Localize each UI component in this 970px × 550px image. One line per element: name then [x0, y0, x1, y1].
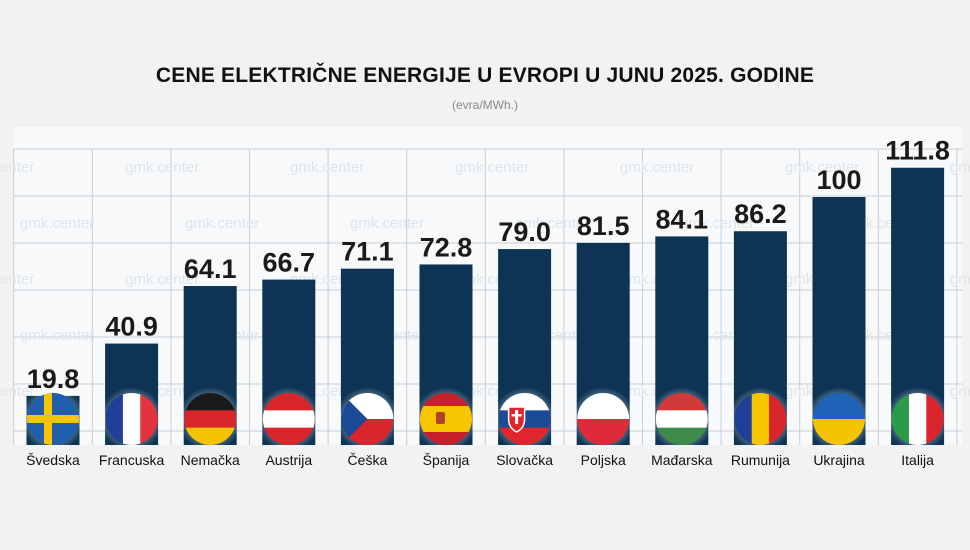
- category-label-11: Italija: [901, 452, 934, 468]
- slovakia-flag-icon: [492, 387, 557, 451]
- svg-text:gmk.center: gmk.center: [125, 271, 199, 288]
- svg-text:gmk.center: gmk.center: [125, 159, 199, 176]
- ukraine-flag-icon: [807, 387, 871, 451]
- germany-flag-icon: [178, 387, 243, 451]
- labels: 19.8 Švedska 40.9 Francuska 64.1 Nemačka 66.7 A…: [26, 136, 950, 468]
- romania-flag-icon: [728, 387, 793, 451]
- category-label-3: Austrija: [265, 452, 312, 468]
- category-label-8: Mađarska: [651, 452, 713, 468]
- svg-text:gmk.center: gmk.center: [950, 271, 970, 288]
- category-label-4: Češka: [348, 452, 388, 468]
- svg-text:gmk.center: gmk.center: [20, 327, 94, 344]
- category-label-6: Slovačka: [496, 452, 553, 468]
- value-label-1: 40.9: [105, 312, 158, 342]
- value-label-0: 19.8: [27, 364, 80, 394]
- czechia-flag-icon: [335, 387, 400, 451]
- category-label-2: Nemačka: [181, 452, 240, 468]
- svg-text:gmk.center: gmk.center: [785, 159, 859, 176]
- france-flag-icon: [99, 387, 164, 451]
- svg-text:gmk.center: gmk.center: [185, 215, 259, 232]
- grid: [13, 127, 962, 445]
- value-label-6: 79.0: [498, 217, 551, 247]
- austria-flag-icon: [256, 387, 321, 451]
- svg-text:gmk.center: gmk.center: [950, 383, 970, 400]
- svg-text:gmk.center: gmk.center: [950, 159, 970, 176]
- value-label-8: 84.1: [656, 204, 709, 234]
- svg-text:gmk.center: gmk.center: [0, 383, 34, 400]
- value-label-9: 86.2: [734, 199, 787, 229]
- svg-text:gmk.center: gmk.center: [620, 159, 694, 176]
- chart-subtitle: (evra/MWh.): [452, 98, 518, 112]
- category-label-10: Ukrajina: [813, 452, 865, 468]
- category-label-7: Poljska: [581, 452, 626, 468]
- category-label-0: Švedska: [26, 452, 80, 468]
- value-label-5: 72.8: [420, 232, 473, 262]
- value-label-2: 64.1: [184, 254, 237, 284]
- value-label-10: 100: [816, 165, 861, 195]
- svg-text:gmk.center: gmk.center: [0, 159, 34, 176]
- svg-text:gmk.center: gmk.center: [290, 159, 364, 176]
- chart-title: CENE ELEKTRIČNE ENERGIJE U EVROPI U JUNU…: [155, 64, 815, 87]
- svg-text:gmk.center: gmk.center: [680, 215, 754, 232]
- poland-flag-icon: [571, 387, 636, 451]
- italy-flag-icon: [885, 387, 950, 451]
- value-label-11: 111.8: [885, 136, 950, 166]
- value-label-7: 81.5: [577, 211, 630, 241]
- category-label-1: Francuska: [99, 452, 165, 468]
- value-label-3: 66.7: [263, 248, 316, 278]
- flags: [21, 387, 950, 451]
- svg-text:gmk.center: gmk.center: [350, 215, 424, 232]
- hungary-flag-icon: [649, 387, 714, 451]
- svg-text:gmk.center: gmk.center: [20, 215, 94, 232]
- category-label-9: Rumunija: [731, 452, 790, 468]
- svg-text:gmk.center: gmk.center: [455, 159, 529, 176]
- spain-flag-icon: [414, 387, 478, 451]
- svg-text:gmk.center: gmk.center: [0, 271, 34, 288]
- category-label-5: Španija: [423, 452, 470, 468]
- sweden-flag-icon: [21, 387, 85, 451]
- value-label-4: 71.1: [341, 237, 394, 267]
- svg-text:gmk.center: gmk.center: [515, 215, 589, 232]
